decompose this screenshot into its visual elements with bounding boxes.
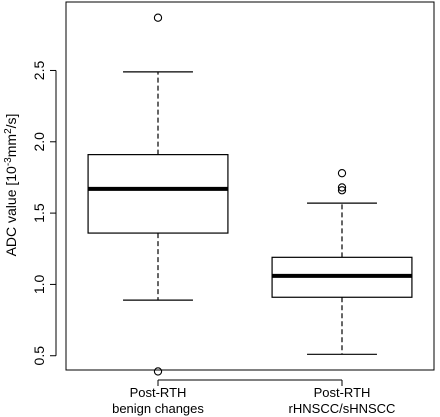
box-iqr	[87, 154, 229, 234]
y-tick-label: 1.0	[31, 274, 47, 294]
y-tick-label: 2.0	[31, 132, 47, 152]
box-series	[87, 13, 413, 376]
outlier-point	[337, 169, 347, 178]
box-group	[87, 13, 229, 376]
x-tick-label-line1: Post-RTH	[130, 385, 187, 400]
y-axis-label-exp2: 2	[3, 128, 14, 134]
y-tick-label: 0.5	[31, 346, 47, 366]
outlier-point	[337, 186, 347, 195]
y-axis-label-main: ADC value [10	[3, 166, 19, 256]
outlier-point	[153, 367, 163, 376]
box-group	[271, 169, 413, 355]
x-tick-label-line2: rHNSCC/sHNSCC	[289, 401, 396, 416]
x-tick-label-line1: Post-RTH	[314, 385, 371, 400]
outlier-point	[153, 13, 163, 22]
y-axis-label: ADC value [10-3mm2/s]	[3, 114, 20, 257]
plot-frame	[65, 1, 435, 371]
x-tick-label-line2: benign changes	[112, 401, 204, 416]
y-tick-label: 1.5	[31, 203, 47, 223]
y-tick-label: 2.5	[31, 61, 47, 81]
y-axis-label-mid: mm	[3, 134, 19, 157]
y-axis-ticks: 0.5 1.0 1.5 2.0 2.5	[31, 61, 56, 366]
y-axis-label-end: /s]	[3, 114, 19, 129]
outlier-point	[337, 183, 347, 192]
y-axis-label-exp1: -3	[3, 157, 14, 166]
